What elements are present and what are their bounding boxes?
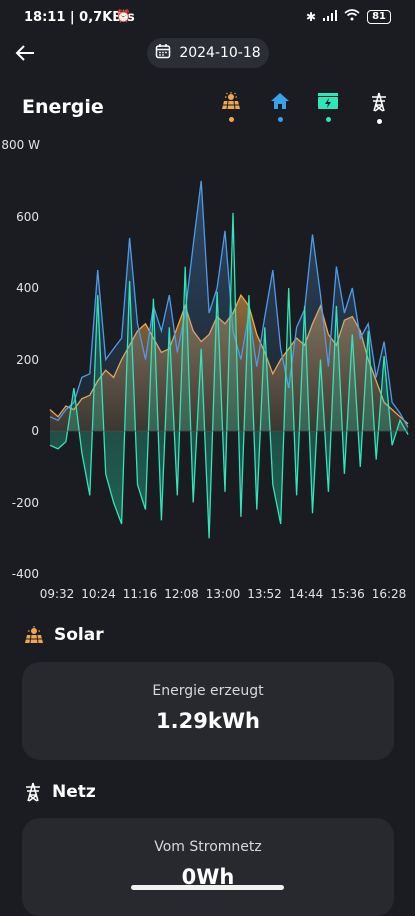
- alarm-icon: ⏰: [116, 9, 131, 23]
- x-tick-label: 16:28: [371, 587, 407, 601]
- y-tick-label: 600: [16, 209, 39, 224]
- x-tick-label: 11:16: [122, 587, 158, 601]
- y-tick-label: 400: [16, 281, 39, 295]
- home-indicator[interactable]: [131, 885, 284, 890]
- solar-section-title: Solar: [54, 625, 104, 645]
- solar-energy-label: Energie erzeugt: [152, 683, 264, 699]
- series-area-home: [50, 180, 408, 431]
- solar-energy-card: Energie erzeugt 1.29kWh: [22, 662, 394, 760]
- grid-section-header: Netz: [24, 782, 96, 802]
- home-toggle[interactable]: [266, 92, 294, 126]
- date-label: 2024-10-18: [179, 45, 261, 61]
- back-arrow-icon[interactable]: [14, 42, 36, 70]
- x-tick-label: 10:24: [81, 587, 116, 601]
- signal-icon: [323, 9, 338, 24]
- x-tick-label: 14:44: [288, 587, 324, 601]
- y-tick-label: -400: [11, 567, 39, 581]
- y-tick-label: 200: [16, 352, 39, 367]
- x-tick-label: 13:00: [205, 587, 241, 601]
- top-bar: 2024-10-18: [0, 38, 415, 72]
- status-bar: 18:11 | 0,7KB/s ⏰ ✱ 81: [0, 0, 415, 36]
- power-tower-icon: [26, 782, 40, 802]
- date-picker-button[interactable]: 2024-10-18: [147, 38, 269, 68]
- y-tick-label: 0: [31, 424, 39, 438]
- battery-storage-icon: [318, 93, 338, 109]
- battery-toggle[interactable]: [314, 92, 342, 126]
- page-title: Energie: [22, 96, 104, 118]
- battery-indicator: 81: [367, 9, 391, 24]
- x-tick-label: 13:52: [247, 587, 282, 601]
- series-area-batterie: [50, 212, 408, 539]
- series-toggle-row: [0, 92, 415, 132]
- home-icon: [271, 93, 289, 109]
- grid-energy-card: Vom Stromnetz 0Wh: [22, 818, 394, 916]
- solar-panel-icon: [25, 626, 43, 644]
- bluetooth-icon: ✱: [306, 9, 317, 24]
- solar-panel-icon: [222, 92, 240, 110]
- y-tick-label: -200: [11, 495, 39, 510]
- grid-section-title: Netz: [52, 782, 96, 802]
- y-tick-label: 800 W: [1, 138, 40, 152]
- x-tick-label: 12:08: [164, 587, 199, 601]
- series-line-batterie: [49, 212, 409, 539]
- grid-energy-label: Vom Stromnetz: [154, 839, 262, 855]
- solar-section-header: Solar: [24, 625, 104, 645]
- energy-chart-svg: [49, 180, 409, 539]
- series-line-home: [49, 180, 409, 428]
- power-tower-icon: [372, 92, 386, 112]
- grid-toggle[interactable]: [365, 92, 393, 126]
- solar-energy-value: 1.29kWh: [156, 709, 260, 733]
- status-time: 18:11 | 0,7KB/s: [24, 10, 135, 25]
- solar-toggle[interactable]: [217, 92, 245, 126]
- wifi-icon: [344, 9, 360, 24]
- x-tick-label: 09:32: [39, 587, 75, 601]
- x-tick-label: 15:36: [330, 587, 365, 601]
- calendar-icon: [155, 43, 171, 63]
